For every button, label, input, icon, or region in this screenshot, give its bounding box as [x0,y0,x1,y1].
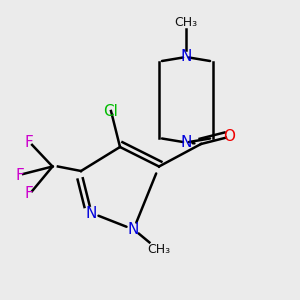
Text: O: O [224,129,236,144]
Text: N: N [180,50,192,64]
Text: F: F [24,186,33,201]
Text: N: N [128,222,139,237]
Text: F: F [24,135,33,150]
Text: F: F [15,168,24,183]
Text: CH₃: CH₃ [147,243,171,256]
Text: N: N [86,206,97,220]
Text: Cl: Cl [103,103,118,118]
Text: N: N [180,135,192,150]
Text: CH₃: CH₃ [174,16,198,29]
